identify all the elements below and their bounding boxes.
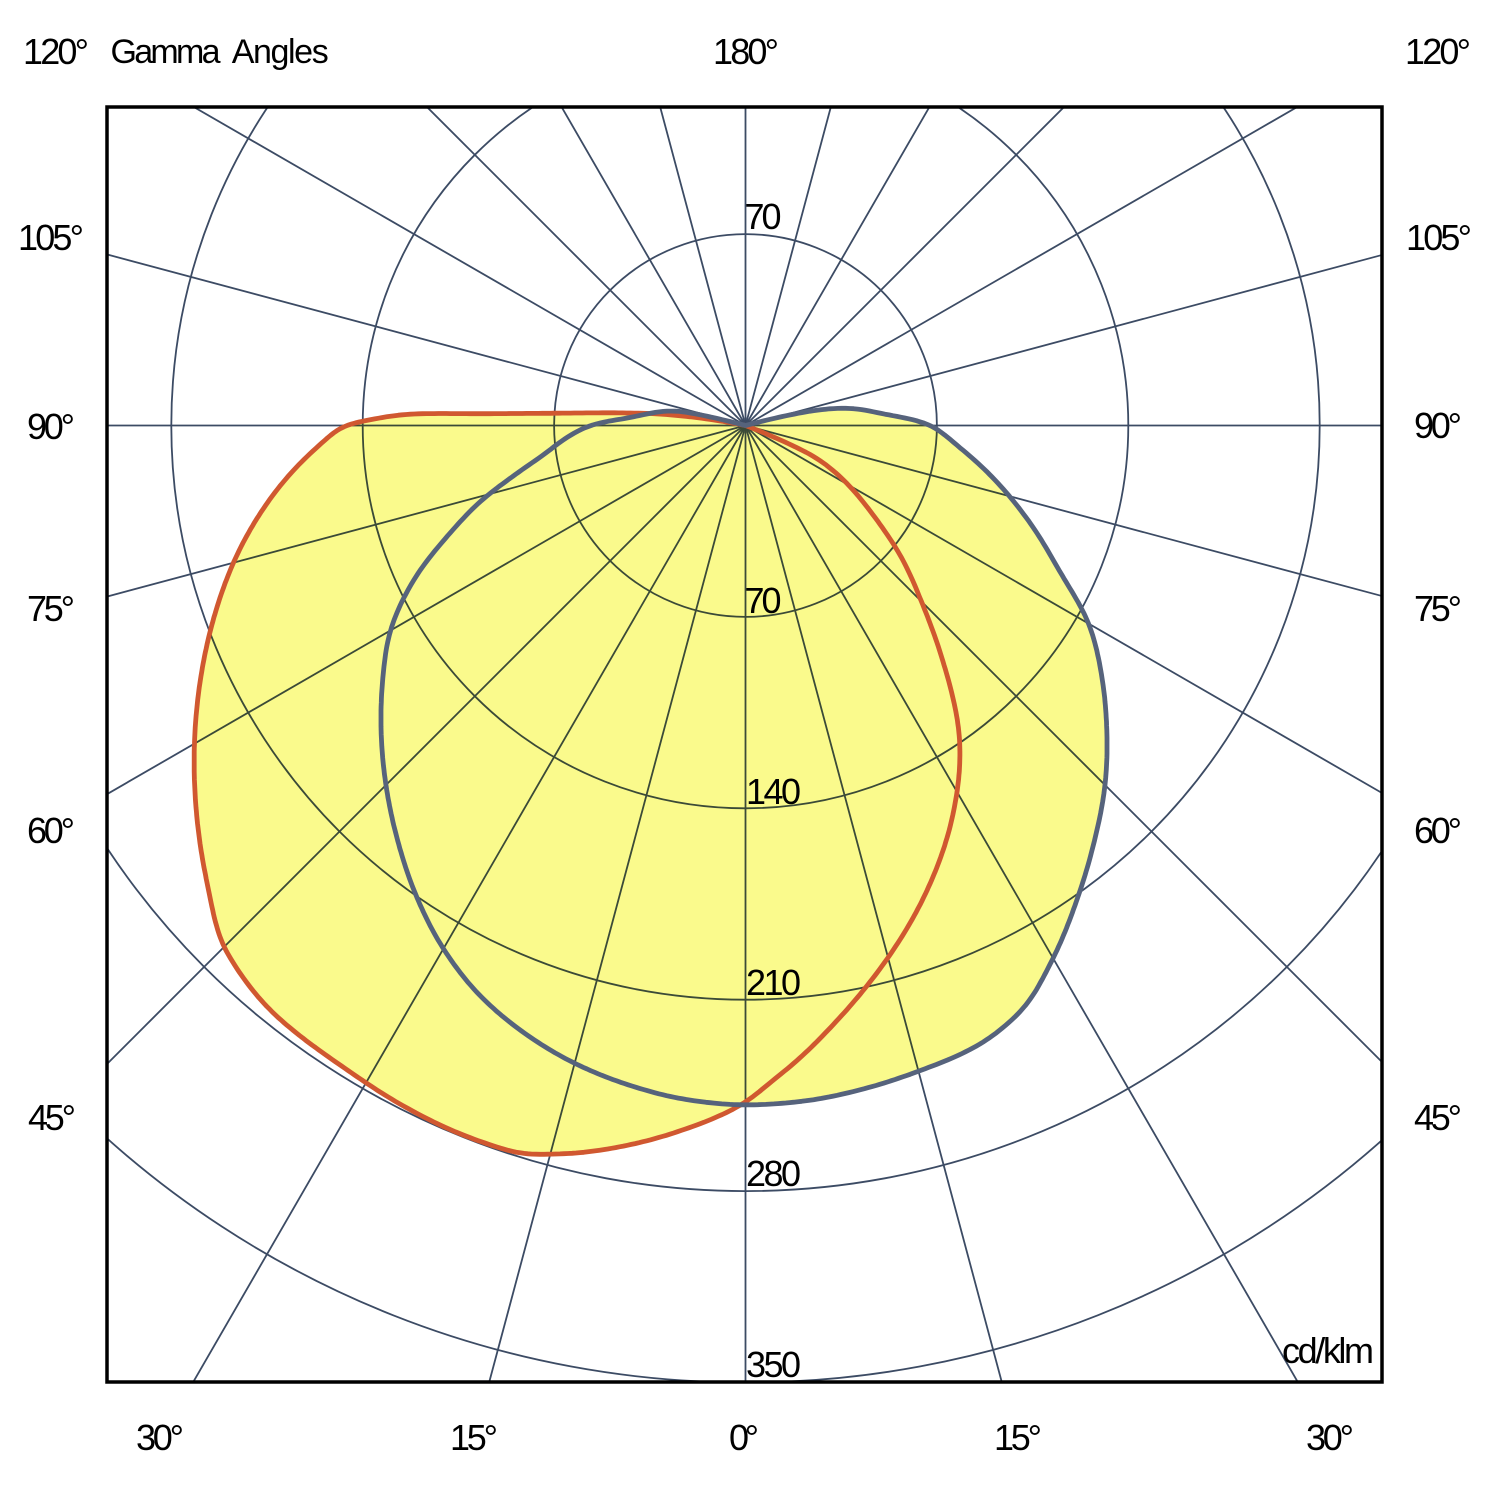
- svg-text:105°: 105°: [18, 217, 84, 258]
- svg-text:70: 70: [745, 580, 782, 621]
- svg-text:Angles: Angles: [232, 33, 329, 71]
- svg-text:30°: 30°: [136, 1417, 184, 1458]
- svg-text:75°: 75°: [27, 588, 75, 629]
- svg-text:90°: 90°: [27, 406, 75, 447]
- svg-text:60°: 60°: [27, 810, 75, 851]
- svg-text:60°: 60°: [1414, 810, 1462, 851]
- svg-text:cd/klm: cd/klm: [1282, 1330, 1374, 1371]
- svg-text:105°: 105°: [1406, 217, 1472, 258]
- svg-text:140: 140: [746, 771, 801, 812]
- svg-text:120°: 120°: [1405, 31, 1471, 72]
- svg-text:280: 280: [746, 1153, 801, 1194]
- svg-text:90°: 90°: [1414, 405, 1462, 446]
- svg-text:210: 210: [746, 962, 801, 1003]
- svg-text:120°: 120°: [23, 31, 89, 72]
- svg-text:70: 70: [745, 196, 782, 237]
- svg-text:180°: 180°: [713, 31, 779, 72]
- svg-text:15°: 15°: [450, 1417, 498, 1458]
- svg-text:45°: 45°: [1414, 1097, 1462, 1138]
- svg-text:75°: 75°: [1414, 588, 1462, 629]
- svg-text:Gamma: Gamma: [111, 33, 221, 71]
- svg-text:15°: 15°: [994, 1417, 1042, 1458]
- svg-text:350: 350: [746, 1344, 801, 1385]
- svg-text:45°: 45°: [28, 1097, 76, 1138]
- svg-text:0°: 0°: [729, 1417, 759, 1458]
- svg-text:30°: 30°: [1306, 1417, 1354, 1458]
